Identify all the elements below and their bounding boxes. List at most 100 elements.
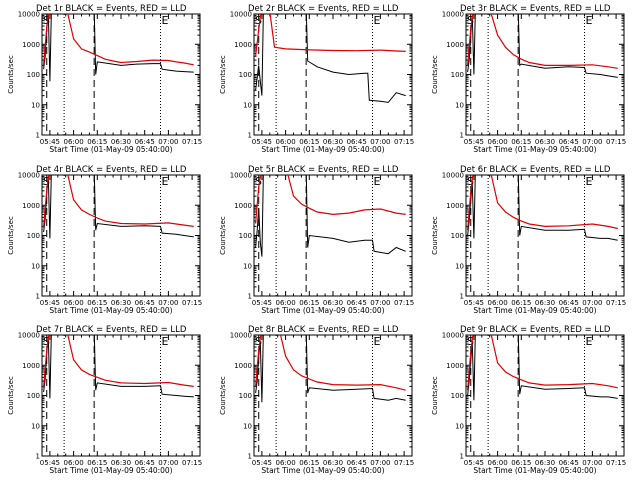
plot-frame: [41, 174, 201, 297]
y-tick-label: 10: [243, 262, 252, 270]
y-tick-label: 10000: [230, 11, 252, 19]
lld-series-line: [43, 175, 194, 228]
y-tick-label: 100: [451, 392, 464, 400]
plot-frame: [253, 174, 413, 297]
y-tick-label: 1000: [22, 41, 40, 49]
x-tick-label: 07:15: [182, 138, 202, 146]
lld-series-line: [467, 14, 618, 69]
y-tick-label: 10000: [230, 332, 252, 340]
events-series-line: [43, 14, 194, 82]
x-tick-label: 07:00: [158, 299, 178, 307]
plot-frame: [465, 174, 625, 297]
lld-series-line: [467, 335, 618, 391]
y-tick-label: 1000: [446, 41, 464, 49]
chart-panel: Det 6r BLACK = Events, RED = LLD 1 10 100 10…: [431, 165, 626, 315]
y-tick-label: 100: [239, 71, 252, 79]
x-axis-label: Start Time (01-May-09 05:40:00): [261, 145, 384, 154]
x-tick-label: 07:00: [582, 299, 602, 307]
start-marker: S: [255, 175, 262, 188]
end-marker: E: [162, 335, 169, 348]
chart-panel: Det 7r BLACK = Events, RED = LLD 1 10 100 10…: [7, 325, 202, 475]
plot-frame: [465, 334, 625, 457]
x-axis-label: Start Time (01-May-09 05:40:00): [49, 145, 172, 154]
start-marker: S: [43, 335, 50, 348]
x-tick-label: 05:45: [40, 299, 60, 307]
end-marker: E: [162, 14, 169, 27]
y-tick-label: 1000: [446, 202, 464, 210]
y-tick-label: 1: [36, 293, 40, 301]
x-tick-label: 06:45: [347, 138, 367, 146]
y-tick-label: 1000: [234, 41, 252, 49]
x-axis-label: Start Time (01-May-09 05:40:00): [49, 306, 172, 315]
y-tick-label: 10: [455, 422, 464, 430]
x-tick-label: 07:00: [582, 138, 602, 146]
x-tick-label: 06:00: [64, 459, 84, 467]
x-tick-label: 07:15: [394, 138, 414, 146]
x-tick-label: 06:30: [323, 138, 343, 146]
x-tick-label: 06:30: [323, 459, 343, 467]
x-tick-label: 06:00: [488, 138, 508, 146]
x-tick-label: 06:30: [535, 459, 555, 467]
y-tick-label: 1000: [22, 202, 40, 210]
y-tick-label: 10000: [18, 332, 40, 340]
chart-panel: Det 4r BLACK = Events, RED = LLD 1 10 100 10…: [7, 165, 202, 315]
x-tick-label: 06:15: [87, 138, 107, 146]
lld-series-line: [255, 14, 406, 57]
x-tick-label: 07:15: [606, 138, 626, 146]
end-marker: E: [586, 335, 593, 348]
chart-title: Det 1r BLACK = Events, RED = LLD: [36, 4, 187, 14]
y-tick-label: 100: [451, 232, 464, 240]
y-axis-label: Counts/sec: [219, 216, 227, 255]
x-tick-label: 06:45: [347, 459, 367, 467]
x-tick-label: 05:45: [40, 138, 60, 146]
x-tick-label: 06:45: [559, 299, 579, 307]
y-tick-label: 1: [248, 293, 252, 301]
x-tick-label: 07:00: [158, 459, 178, 467]
x-tick-label: 07:00: [158, 138, 178, 146]
x-tick-label: 06:00: [488, 299, 508, 307]
start-marker: S: [43, 175, 50, 188]
x-tick-label: 06:30: [111, 459, 131, 467]
end-marker: E: [162, 175, 169, 188]
y-tick-label: 1: [460, 293, 464, 301]
x-tick-label: 06:45: [559, 138, 579, 146]
y-tick-label: 1000: [234, 202, 252, 210]
x-tick-label: 07:15: [606, 459, 626, 467]
start-marker: S: [467, 175, 474, 188]
x-tick-label: 06:00: [488, 459, 508, 467]
x-tick-label: 06:15: [87, 459, 107, 467]
y-tick-label: 1000: [234, 362, 252, 370]
y-tick-label: 1000: [22, 362, 40, 370]
x-tick-label: 07:00: [370, 299, 390, 307]
y-tick-label: 10000: [442, 332, 464, 340]
y-axis-label: Counts/sec: [431, 55, 439, 94]
x-tick-label: 07:15: [394, 299, 414, 307]
x-axis-label: Start Time (01-May-09 05:40:00): [261, 466, 384, 475]
lld-series-line: [43, 14, 194, 66]
x-tick-label: 05:45: [40, 459, 60, 467]
y-tick-label: 10000: [442, 11, 464, 19]
x-tick-label: 07:00: [582, 459, 602, 467]
events-series-line: [467, 335, 618, 401]
x-tick-label: 06:45: [559, 459, 579, 467]
chart-title: Det 4r BLACK = Events, RED = LLD: [36, 165, 187, 175]
x-tick-label: 06:00: [276, 459, 296, 467]
x-axis-label: Start Time (01-May-09 05:40:00): [261, 306, 384, 315]
x-tick-label: 06:00: [64, 299, 84, 307]
x-tick-label: 05:45: [464, 138, 484, 146]
y-tick-label: 10: [243, 101, 252, 109]
y-tick-label: 1000: [446, 362, 464, 370]
y-tick-label: 10: [31, 262, 40, 270]
y-axis-label: Counts/sec: [7, 376, 15, 415]
x-tick-label: 06:30: [111, 299, 131, 307]
x-tick-label: 05:45: [252, 138, 272, 146]
x-tick-label: 06:15: [511, 138, 531, 146]
lld-series-line: [467, 175, 618, 231]
x-tick-label: 05:45: [464, 299, 484, 307]
chart-title: Det 6r BLACK = Events, RED = LLD: [460, 165, 611, 175]
start-marker: S: [467, 14, 474, 27]
x-axis-label: Start Time (01-May-09 05:40:00): [473, 306, 596, 315]
x-tick-label: 07:15: [606, 299, 626, 307]
x-tick-label: 06:00: [64, 138, 84, 146]
